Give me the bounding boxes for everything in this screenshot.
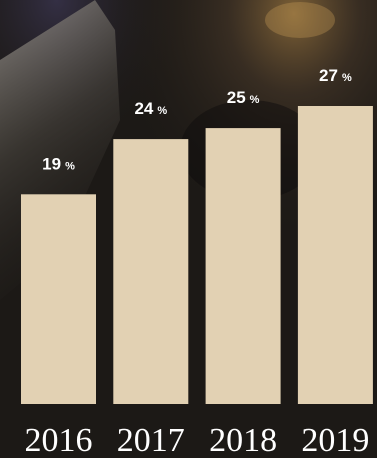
bar-2019 bbox=[297, 106, 373, 404]
x-tick-label-2018: 2018 bbox=[209, 422, 277, 458]
x-axis-tick-labels: 2016 2017 2018 2019 bbox=[25, 422, 370, 458]
value-labels: 19 % 24 % 25 % 27% bbox=[42, 66, 352, 173]
x-tick-label-2019: 2019 bbox=[301, 422, 369, 458]
bar-2018 bbox=[205, 128, 281, 404]
value-label-2018: 25% bbox=[227, 88, 260, 107]
value-label-2019: 27% bbox=[319, 66, 352, 85]
bars bbox=[21, 106, 373, 404]
bar-2017 bbox=[113, 139, 189, 404]
x-tick-label-2017: 2017 bbox=[117, 422, 185, 458]
value-label-2017: 24% bbox=[134, 99, 167, 118]
value-label-2016: 19% bbox=[42, 154, 75, 173]
x-tick-label-2016: 2016 bbox=[25, 422, 93, 458]
bar-2016 bbox=[21, 194, 96, 404]
